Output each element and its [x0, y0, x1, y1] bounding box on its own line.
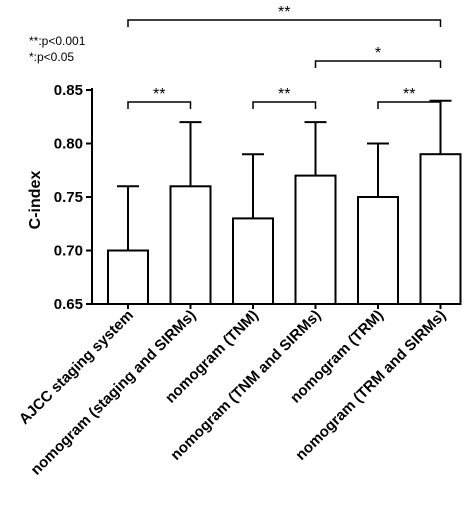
bar-5: [419, 153, 462, 305]
significance-label-2: **: [403, 86, 415, 103]
legend-line-1: **:p<0.001: [29, 34, 86, 48]
significance-bracket-4: [127, 19, 442, 27]
legend: **:p<0.001 *:p<0.05: [29, 34, 86, 64]
legend-line-2: *:p<0.05: [29, 50, 74, 64]
significance-label-1: **: [278, 86, 290, 103]
y-axis-label: C-index: [27, 171, 44, 230]
x-tick-label-0: AJCC staging system: [16, 307, 137, 428]
y-tick-label-3: 0.80: [54, 136, 83, 153]
y-tick-label-4: 0.85: [54, 82, 83, 99]
significance-label-3: *: [375, 45, 381, 62]
significance-bracket-3: [314, 60, 442, 68]
bar-4: [357, 196, 399, 305]
bar-0: [107, 249, 149, 305]
significance-label-0: **: [153, 86, 165, 103]
bar-2: [232, 217, 274, 305]
significance-bracket-1: [252, 101, 317, 109]
bar-3: [294, 174, 337, 305]
bar-1: [169, 185, 212, 305]
significance-bracket-0: [127, 101, 192, 109]
y-tick-label-0: 0.65: [54, 296, 83, 313]
significance-label-4: **: [278, 4, 290, 21]
y-tick-label-2: 0.75: [54, 189, 83, 206]
significance-bracket-2: [377, 101, 442, 109]
y-tick-label-1: 0.70: [54, 243, 83, 260]
